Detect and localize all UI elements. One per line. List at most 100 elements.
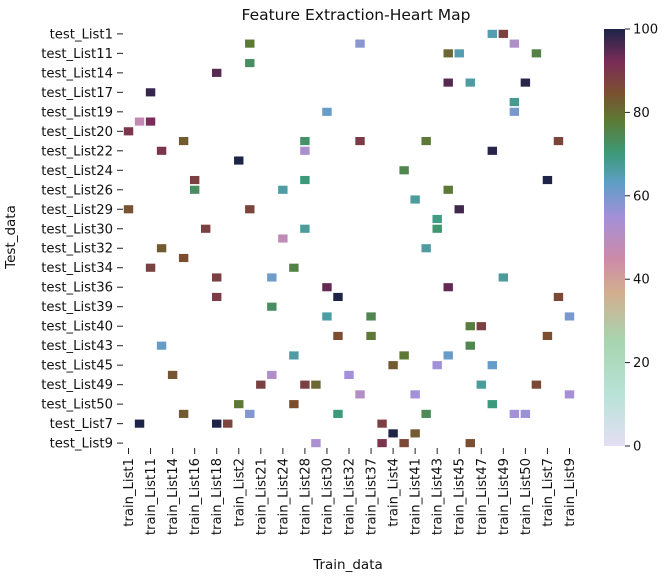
heatmap-cell: [300, 224, 310, 233]
x-tick-label: train_List18: [210, 458, 225, 535]
heatmap-cell: [465, 78, 475, 87]
heatmap-cell: [377, 439, 387, 448]
x-tick-label: train_List4: [387, 458, 402, 527]
x-tick-label: train_List21: [254, 458, 269, 535]
heatmap-cell: [509, 98, 520, 107]
x-tick-label: train_List16: [188, 458, 203, 535]
y-tick-label: test_List43: [41, 339, 113, 354]
heatmap-cell: [267, 302, 277, 311]
heatmap-cell: [245, 59, 255, 68]
heatmap-cell: [421, 409, 431, 418]
heatmap-cell: [388, 361, 398, 370]
heatmap-cell: [520, 409, 531, 418]
heatmap-cell: [212, 273, 222, 282]
y-tick-label: test_List45: [41, 359, 113, 374]
heatmap-cell: [212, 292, 222, 302]
y-axis-label: Test_data: [3, 205, 19, 270]
heatmap-cell: [189, 175, 200, 185]
y-tick-label: test_List40: [41, 320, 113, 335]
heatmap-cell: [443, 49, 453, 58]
heatmap-cell: [421, 136, 431, 146]
y-tick-label: test_List7: [50, 417, 113, 432]
heatmap-cell: [289, 263, 299, 272]
y-tick-label: test_List32: [41, 242, 113, 257]
heatmap-cell: [553, 292, 564, 302]
heatmap-cell: [432, 224, 442, 233]
colorbar-tick-label: 80: [633, 106, 650, 121]
heatmap-cell: [123, 205, 134, 214]
heatmap-cell: [300, 136, 310, 146]
y-tick-label: test_List49: [41, 378, 113, 393]
heatmap-cell: [399, 166, 409, 175]
heatmap-cell: [278, 234, 288, 243]
heatmap-cell: [245, 39, 255, 48]
chart-title: Feature Extraction-Heart Map: [242, 6, 471, 24]
heatmap-cell: [156, 146, 167, 155]
x-tick-label: train_List14: [166, 458, 181, 535]
heatmap-cell: [443, 283, 453, 292]
heatmap-cell: [531, 380, 542, 389]
heatmap-cell: [454, 49, 464, 58]
heatmap-cell: [399, 351, 409, 360]
heatmap-cell: [476, 322, 486, 331]
heatmap-cell: [564, 390, 575, 399]
heatmap-cell: [487, 146, 498, 155]
heatmap-cell: [189, 185, 200, 194]
heatmap-cell: [245, 409, 255, 418]
heatmap-cell: [300, 175, 310, 185]
heatmap-cell: [145, 88, 156, 97]
heatmap-cell: [443, 185, 453, 194]
heatmap-cell: [311, 380, 321, 389]
heatmap-cell: [509, 107, 520, 116]
x-tick-label: train_List50: [519, 458, 534, 535]
heatmap-cell: [289, 351, 299, 360]
heatmap-cell: [278, 185, 288, 194]
y-tick-label: test_List30: [41, 222, 113, 237]
heatmap-cell: [421, 244, 431, 253]
heatmap-cell: [410, 390, 420, 399]
y-tick-label: test_List22: [41, 144, 113, 159]
heatmap-cell: [123, 127, 134, 136]
heatmap-cell: [355, 390, 365, 399]
x-tick-labels: train_List1 train_List11 train_List14 train…: [122, 448, 578, 535]
heatmap-cell: [487, 400, 498, 409]
heatmap-cell: [322, 283, 332, 292]
heatmap-cell: [366, 312, 376, 321]
heatmap-cell: [476, 380, 486, 389]
y-tick-label: test_List11: [41, 47, 113, 62]
heatmap-cell: [498, 29, 509, 38]
y-tick-label: test_List17: [41, 86, 113, 101]
heatmap-cell: [377, 419, 387, 428]
y-tick-label: test_List26: [41, 183, 113, 198]
colorbar-tick-label: 60: [633, 189, 650, 204]
colorbar: [604, 29, 625, 446]
heatmap-cell: [564, 312, 575, 321]
heatmap-cell: [333, 409, 343, 418]
colorbar-tick-label: 20: [633, 356, 650, 371]
heatmap-cell: [134, 117, 145, 126]
colorbar-tick-label: 0: [633, 440, 641, 455]
heatmap-cell: [234, 400, 244, 409]
heatmap-cell: [542, 175, 553, 185]
heatmap-cell: [333, 292, 343, 302]
heatmap-cell: [432, 361, 442, 370]
y-tick-label: test_List20: [41, 125, 113, 140]
heatmap-cell: [465, 439, 475, 448]
heatmap-cell: [465, 322, 475, 331]
heatmap-cell: [443, 351, 453, 360]
heatmap-cell: [322, 312, 332, 321]
heatmap-cell: [223, 419, 233, 428]
x-tick-label: train_List11: [144, 458, 159, 535]
heatmap-cells: [123, 29, 575, 448]
heatmap-cell: [256, 380, 266, 389]
heatmap-cell: [454, 205, 464, 214]
y-tick-label: test_List14: [41, 66, 113, 81]
x-tick-label: train_List37: [365, 458, 380, 535]
heatmap-cell: [498, 273, 509, 282]
y-tick-label: test_List1: [50, 27, 113, 42]
y-tick-label: test_List39: [41, 300, 113, 315]
heatmap-cell: [145, 117, 156, 126]
x-tick-label: train_List47: [475, 458, 490, 535]
heatmap-cell: [355, 136, 365, 146]
y-tick-label: test_List19: [41, 105, 113, 120]
